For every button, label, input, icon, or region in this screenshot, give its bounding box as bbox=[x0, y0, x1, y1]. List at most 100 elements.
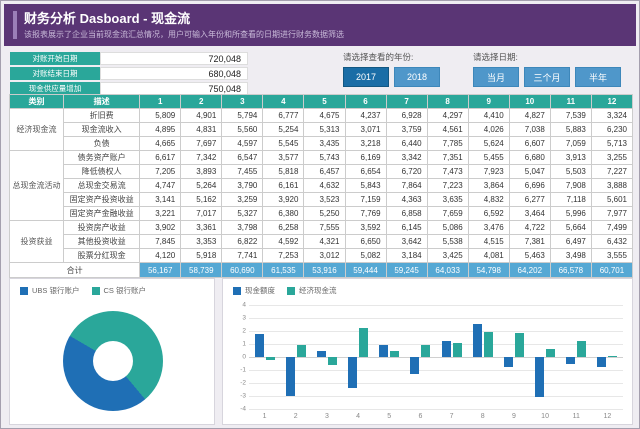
bar-legend-item-1[interactable]: 经济现金流 bbox=[287, 285, 337, 296]
value-cell: 7,659 bbox=[426, 206, 469, 221]
bar-经济现金流-month-3[interactable] bbox=[327, 357, 337, 365]
bar-现金额度-month-12[interactable] bbox=[597, 357, 607, 368]
bar-现金额度-month-2[interactable] bbox=[285, 357, 295, 396]
value-cell: 6,277 bbox=[508, 192, 551, 207]
value-cell: 4,297 bbox=[426, 108, 469, 123]
y-tick-label: -3 bbox=[240, 392, 246, 400]
table-row: 总现金流活动 债务资产账户 6,617 7,342 6,547 3,577 5,743 6,1… bbox=[8, 150, 634, 221]
year-button-2018[interactable]: 2018 bbox=[394, 67, 440, 87]
x-tick-label: 7 bbox=[449, 413, 454, 420]
period-button-0[interactable]: 当月 bbox=[473, 67, 519, 87]
table-row: 现金流收入 4,895 4,831 5,560 5,254 5,313 3,071 3,759… bbox=[10, 122, 634, 137]
gridline bbox=[249, 383, 623, 384]
gridline bbox=[249, 396, 623, 397]
value-cell: 3,635 bbox=[426, 192, 469, 207]
period-button-1[interactable]: 三个月 bbox=[524, 67, 570, 87]
bar-legend-item-0[interactable]: 现金额度 bbox=[233, 285, 275, 296]
donut-chart[interactable] bbox=[63, 311, 163, 411]
donut-legend-item-1[interactable]: CS 银行账户 bbox=[91, 285, 146, 296]
bar-经济现金流-month-11[interactable] bbox=[577, 341, 587, 357]
value-cell: 5,809 bbox=[139, 108, 182, 123]
value-cell: 7,539 bbox=[549, 108, 592, 123]
value-cell: 5,713 bbox=[590, 136, 634, 151]
bar-现金额度-month-9[interactable] bbox=[503, 357, 513, 368]
value-cell: 5,503 bbox=[549, 164, 592, 179]
period-button-2[interactable]: 半年 bbox=[575, 67, 621, 87]
value-cell: 5,313 bbox=[303, 122, 346, 137]
value-cell: 6,258 bbox=[262, 220, 305, 235]
bar-现金额度-month-3[interactable] bbox=[316, 351, 326, 357]
bar-经济现金流-month-1[interactable] bbox=[265, 357, 275, 360]
value-cell: 6,617 bbox=[139, 150, 182, 165]
total-value-cell: 53,916 bbox=[303, 262, 346, 278]
value-cell: 4,237 bbox=[344, 108, 387, 123]
value-cell: 3,920 bbox=[262, 192, 305, 207]
value-cell: 4,675 bbox=[303, 108, 346, 123]
value-cell: 5,794 bbox=[221, 108, 264, 123]
value-cell: 5,455 bbox=[467, 150, 510, 165]
bar-经济现金流-month-8[interactable] bbox=[483, 331, 493, 357]
value-cell: 5,538 bbox=[426, 234, 469, 249]
value-cell: 7,697 bbox=[180, 136, 223, 151]
value-cell: 4,901 bbox=[180, 108, 223, 123]
bar-现金额度-month-6[interactable] bbox=[410, 357, 420, 374]
value-cell: 5,601 bbox=[590, 192, 634, 207]
value-cell: 5,843 bbox=[344, 178, 387, 193]
value-cell: 3,523 bbox=[303, 192, 346, 207]
y-tick-label: 0 bbox=[242, 353, 246, 361]
value-cell: 5,327 bbox=[221, 206, 264, 221]
table-row: 股票分红现金 4,120 5,918 7,741 7,253 3,012 5,082 3,18… bbox=[10, 248, 634, 263]
bar-经济现金流-month-4[interactable] bbox=[359, 328, 369, 357]
title-accent-bar bbox=[13, 11, 17, 39]
bar-现金额度-month-4[interactable] bbox=[348, 357, 358, 388]
total-value-cell: 56,167 bbox=[139, 262, 182, 278]
col-header-month-7: 7 bbox=[385, 94, 428, 109]
bar-现金额度-month-1[interactable] bbox=[254, 333, 264, 357]
bar-经济现金流-month-7[interactable] bbox=[452, 343, 462, 358]
bar-现金额度-month-5[interactable] bbox=[379, 344, 389, 357]
bar-经济现金流-month-12[interactable] bbox=[608, 356, 618, 358]
desc-cell: 其他投资收益 bbox=[63, 234, 141, 249]
value-cell: 5,250 bbox=[303, 206, 346, 221]
bar-现金额度-month-8[interactable] bbox=[472, 323, 482, 357]
desc-cell: 固定资产金融收益 bbox=[63, 206, 141, 221]
year-button-2017[interactable]: 2017 bbox=[343, 67, 389, 87]
value-cell: 6,161 bbox=[262, 178, 305, 193]
year-buttons: 2017 2018 bbox=[343, 67, 445, 87]
total-label-cell: 合计 bbox=[8, 262, 141, 278]
col-header-month-9: 9 bbox=[467, 94, 510, 109]
value-cell: 6,720 bbox=[385, 164, 428, 179]
table-row: 降低债权人 7,205 3,893 7,455 5,818 6,457 6,654 6,720… bbox=[10, 164, 634, 179]
value-cell: 7,351 bbox=[426, 150, 469, 165]
col-header-month-3: 3 bbox=[221, 94, 264, 109]
category-cell: 投资获益 bbox=[8, 220, 65, 263]
bar-现金额度-month-10[interactable] bbox=[535, 357, 545, 398]
value-cell: 4,081 bbox=[467, 248, 510, 263]
value-cell: 3,141 bbox=[139, 192, 182, 207]
bar-现金额度-month-11[interactable] bbox=[566, 357, 576, 364]
legend-label: UBS 银行账户 bbox=[32, 286, 80, 295]
value-cell: 3,790 bbox=[221, 178, 264, 193]
bar-经济现金流-month-9[interactable] bbox=[514, 332, 524, 357]
table-total-row: 合计 56,167 58,739 60,690 61,535 53,916 59,444 59… bbox=[8, 262, 634, 278]
value-cell: 4,722 bbox=[508, 220, 551, 235]
value-cell: 6,432 bbox=[590, 234, 634, 249]
bar-现金额度-month-7[interactable] bbox=[441, 341, 451, 357]
bar-经济现金流-month-10[interactable] bbox=[546, 348, 556, 358]
value-cell: 5,254 bbox=[262, 122, 305, 137]
desc-cell: 投资房产收益 bbox=[63, 220, 141, 235]
value-cell: 6,607 bbox=[508, 136, 551, 151]
value-cell: 6,145 bbox=[385, 220, 428, 235]
donut-legend-item-0[interactable]: UBS 银行账户 bbox=[20, 285, 80, 296]
total-value-cell: 64,202 bbox=[508, 262, 551, 278]
col-header-category: 类别 bbox=[8, 94, 65, 109]
y-tick-label: -2 bbox=[240, 379, 246, 387]
bar-经济现金流-month-5[interactable] bbox=[390, 350, 400, 357]
value-cell: 3,592 bbox=[344, 220, 387, 235]
bar-经济现金流-month-2[interactable] bbox=[296, 344, 306, 357]
value-cell: 3,759 bbox=[385, 122, 428, 137]
bar-经济现金流-month-6[interactable] bbox=[421, 345, 431, 357]
desc-cell: 股票分红现金 bbox=[63, 248, 141, 263]
value-cell: 6,654 bbox=[344, 164, 387, 179]
